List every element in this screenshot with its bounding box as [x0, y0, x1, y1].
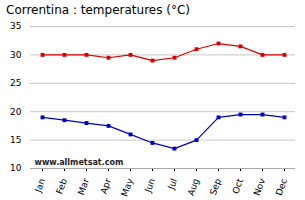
svg-text:Sep: Sep — [208, 177, 223, 197]
svg-text:May: May — [119, 176, 135, 198]
svg-text:20: 20 — [10, 107, 22, 117]
svg-text:Jul: Jul — [166, 177, 179, 192]
html-text:Correntina : temperatures (°C): Correntina : temperatures (°C) — [6, 3, 190, 17]
svg-text:www.allmetsat.com: www.allmetsat.com — [35, 158, 124, 167]
svg-text:Mar: Mar — [76, 177, 91, 197]
svg-text:Jan: Jan — [33, 177, 47, 194]
svg-text:Nov: Nov — [252, 176, 268, 197]
svg-text:Feb: Feb — [54, 177, 69, 196]
svg-text:Aug: Aug — [186, 177, 201, 197]
svg-text:Apr: Apr — [98, 177, 113, 195]
svg-text:Oct: Oct — [230, 177, 245, 195]
svg-text:35: 35 — [10, 21, 21, 31]
svg-text:Jun: Jun — [143, 177, 158, 195]
svg-text:10: 10 — [10, 163, 22, 173]
svg-text:30: 30 — [10, 50, 22, 60]
svg-text:15: 15 — [10, 135, 21, 145]
svg-text:Dec: Dec — [274, 177, 289, 197]
svg-text:25: 25 — [10, 78, 21, 88]
